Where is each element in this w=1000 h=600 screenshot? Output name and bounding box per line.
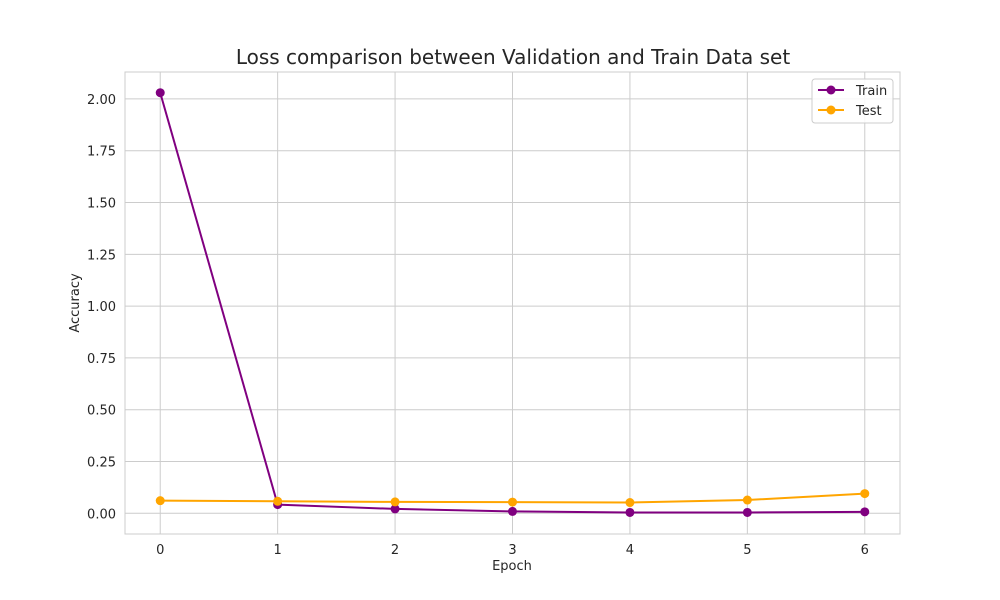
data-point-test — [742, 495, 752, 505]
data-point-train — [625, 507, 635, 517]
legend-item-train: Train — [818, 84, 887, 99]
x-tick-label: 4 — [626, 543, 634, 558]
y-tick-label: 0.25 — [87, 455, 116, 470]
data-point-test — [508, 497, 517, 507]
data-point-train — [390, 504, 400, 514]
data-point-test — [625, 498, 635, 508]
legend: Train Test — [811, 78, 894, 124]
legend-item-test: Test — [818, 104, 882, 119]
y-tick-label: 1.00 — [87, 300, 116, 315]
x-tick-labels: 0 1 2 3 4 5 6 — [156, 543, 869, 558]
y-tick-label: 2.00 — [87, 93, 116, 108]
x-axis-label: Epoch — [492, 559, 532, 574]
x-tick-label: 1 — [274, 543, 282, 558]
y-tick-label: 0.75 — [87, 352, 116, 367]
x-tick-label: 6 — [861, 543, 869, 558]
data-point-test — [390, 497, 400, 507]
grid-lines — [125, 72, 900, 534]
data-point-train — [860, 507, 870, 517]
x-tick-label: 2 — [391, 543, 399, 558]
data-point-test — [273, 496, 283, 506]
data-point-test — [860, 489, 870, 499]
data-point-test — [155, 496, 165, 506]
y-tick-label: 1.75 — [87, 145, 116, 160]
chart-title: Loss comparison between Validation and T… — [236, 45, 790, 69]
series-test — [155, 489, 870, 508]
legend-marker-train — [826, 85, 836, 95]
x-tick-label: 0 — [156, 543, 164, 558]
plot-area — [124, 71, 901, 535]
x-tick-label: 3 — [508, 543, 516, 558]
y-tick-label: 1.50 — [87, 197, 116, 212]
y-tick-label: 0.00 — [87, 507, 116, 522]
legend-marker-test — [826, 105, 836, 115]
series-layer — [155, 88, 870, 517]
y-tick-labels: 0.00 0.25 0.50 0.75 1.00 1.25 1.50 1.75 2.00 — [87, 93, 116, 522]
legend-label-train: Train — [855, 84, 887, 99]
data-point-train — [155, 88, 165, 98]
data-point-train — [508, 506, 517, 516]
legend-label-test: Test — [855, 104, 882, 119]
y-tick-label: 0.50 — [87, 404, 116, 419]
data-point-train — [742, 507, 752, 517]
y-axis-label: Accuracy — [68, 273, 83, 333]
y-tick-label: 1.25 — [87, 248, 116, 263]
x-tick-label: 5 — [743, 543, 751, 558]
